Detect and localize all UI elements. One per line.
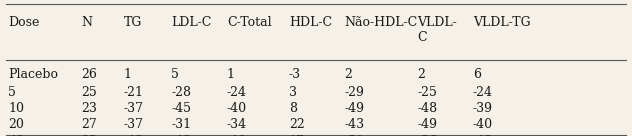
Text: VLDL-TG: VLDL-TG [473, 16, 530, 29]
Text: -34: -34 [227, 118, 247, 131]
Text: -49: -49 [417, 118, 437, 131]
Text: -25: -25 [417, 86, 437, 99]
Text: -3: -3 [289, 68, 301, 81]
Text: -21: -21 [124, 86, 144, 99]
Text: -39: -39 [473, 102, 493, 115]
Text: -37: -37 [124, 118, 144, 131]
Text: 22: 22 [289, 118, 305, 131]
Text: -43: -43 [124, 135, 144, 136]
Text: -24: -24 [227, 86, 247, 99]
Text: -40: -40 [227, 102, 247, 115]
Text: C-Total: C-Total [227, 16, 272, 29]
Text: 23: 23 [81, 102, 97, 115]
Text: Dose: Dose [8, 16, 40, 29]
Text: 8: 8 [289, 102, 297, 115]
Text: 1: 1 [124, 68, 132, 81]
Text: 6: 6 [473, 68, 481, 81]
Text: 1: 1 [227, 68, 235, 81]
Text: -51: -51 [344, 135, 365, 136]
Text: -24: -24 [473, 86, 493, 99]
Text: -45: -45 [171, 102, 191, 115]
Text: -48: -48 [417, 102, 437, 115]
Text: 2: 2 [417, 68, 425, 81]
Text: -28: -28 [171, 86, 191, 99]
Text: -31: -31 [171, 118, 191, 131]
Text: 5: 5 [8, 86, 16, 99]
Text: 20: 20 [8, 118, 24, 131]
Text: VLDL-
C: VLDL- C [417, 16, 457, 44]
Text: Não-HDL-C: Não-HDL-C [344, 16, 418, 29]
Text: LDL-C: LDL-C [171, 16, 212, 29]
Text: 10: 10 [8, 102, 24, 115]
Text: -29: -29 [344, 86, 364, 99]
Text: N: N [81, 16, 92, 29]
Text: 25: 25 [81, 86, 97, 99]
Text: 17: 17 [289, 135, 305, 136]
Text: -40: -40 [227, 135, 247, 136]
Text: 5: 5 [171, 68, 179, 81]
Text: -56: -56 [417, 135, 437, 136]
Text: HDL-C: HDL-C [289, 16, 332, 29]
Text: 25: 25 [81, 135, 97, 136]
Text: -48: -48 [473, 135, 493, 136]
Text: 2: 2 [344, 68, 352, 81]
Text: -43: -43 [344, 118, 365, 131]
Text: 27: 27 [81, 118, 97, 131]
Text: 40: 40 [8, 135, 24, 136]
Text: -49: -49 [344, 102, 365, 115]
Text: TG: TG [124, 16, 142, 29]
Text: 26: 26 [81, 68, 97, 81]
Text: 3: 3 [289, 86, 297, 99]
Text: Placebo: Placebo [8, 68, 58, 81]
Text: -37: -37 [124, 102, 144, 115]
Text: -40: -40 [473, 118, 493, 131]
Text: -43: -43 [171, 135, 191, 136]
